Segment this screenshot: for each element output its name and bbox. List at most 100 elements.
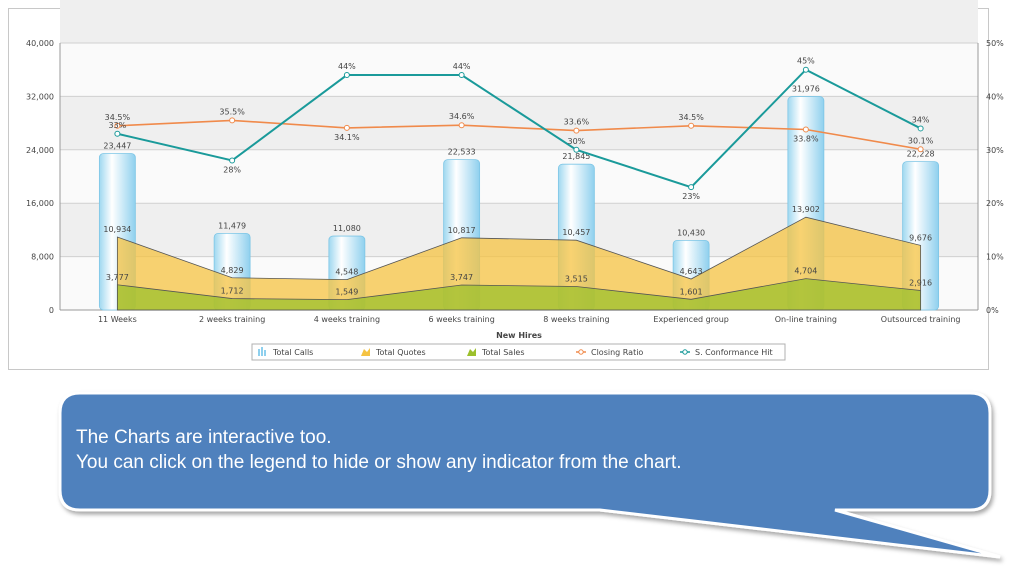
- x-tick-label: 11 Weeks: [98, 315, 137, 324]
- line-value-label: 34.5%: [678, 113, 704, 122]
- area-value-label: 1,549: [335, 288, 358, 297]
- line-point: [114, 130, 121, 137]
- y-right-tick-label: 30%: [986, 146, 1004, 155]
- line-value-label: 34.6%: [449, 112, 475, 121]
- line-point: [688, 184, 695, 191]
- area-value-label: 1,601: [680, 287, 703, 296]
- grid-band: [60, 96, 978, 150]
- line-value-label: 30.1%: [908, 136, 934, 145]
- line-value-label: 33.8%: [793, 135, 819, 144]
- line-point: [802, 66, 809, 73]
- legend-item-closing-ratio[interactable]: Closing Ratio: [576, 348, 643, 357]
- y-left-tick-label: 0: [49, 306, 54, 315]
- line-point: [917, 125, 924, 132]
- bar-value-label: 22,533: [448, 148, 476, 157]
- legend-label: Total Calls: [272, 348, 313, 357]
- line-value-label: 28%: [223, 165, 241, 174]
- legend: Total Calls Total Quotes Total Sales Closin…: [251, 343, 786, 361]
- line-value-label: 34.1%: [334, 133, 360, 142]
- legend-icon-bar: [261, 347, 263, 356]
- legend-icon-bar: [258, 349, 260, 356]
- line-value-label: 33.6%: [564, 118, 590, 127]
- x-tick-label: Outsourced training: [881, 315, 961, 324]
- legend-label: Total Sales: [481, 348, 525, 357]
- y-left-tick-label: 24,000: [26, 146, 54, 155]
- line-value-label: 45%: [797, 57, 815, 66]
- legend-label: S. Conformance Hit: [695, 348, 773, 357]
- bar-value-label: 10,430: [677, 228, 705, 237]
- bar-value-label: 21,845: [562, 152, 590, 161]
- x-tick-label: On-line training: [775, 315, 837, 324]
- line-point: [229, 117, 236, 124]
- line-point: [917, 146, 924, 153]
- line-s-conformance-hit: [117, 68, 922, 189]
- y-right-tick-label: 0%: [986, 306, 999, 315]
- area-value-label: 3,515: [565, 275, 588, 284]
- line-point: [573, 127, 580, 134]
- line-value-label: 23%: [682, 192, 700, 201]
- legend-icon-area: [361, 348, 370, 356]
- series-total-sales: 3,777 1,712 1,549 3,747 3,515 1,601 4,704 2,916: [106, 267, 932, 311]
- area-value-label: 10,457: [562, 228, 590, 237]
- legend-item-total-sales[interactable]: Total Sales: [467, 348, 525, 357]
- line-value-label: 34%: [912, 115, 930, 124]
- area-value-label: 4,829: [221, 266, 244, 275]
- x-tick-label: 6 weeks training: [428, 315, 494, 324]
- area-total-sales: [116, 278, 922, 311]
- legend-icon-point: [682, 349, 688, 355]
- area-value-label: 10,817: [448, 226, 476, 235]
- legend-label: Closing Ratio: [591, 348, 643, 357]
- area-value-label: 2,916: [909, 279, 932, 288]
- series-total-quotes: 10,934 4,829 4,548 10,817 10,457 4,643 13,902 9…: [103, 205, 932, 311]
- legend-icon-area: [467, 348, 476, 356]
- bar-value-label: 11,479: [218, 221, 246, 230]
- line-point: [458, 72, 465, 79]
- line-closing-ratio: [117, 119, 921, 151]
- area-value-label: 13,902: [792, 205, 820, 214]
- area-value-label: 9,676: [909, 233, 932, 242]
- line-value-label: 33%: [108, 121, 126, 130]
- bar-value-label: 22,228: [907, 150, 935, 159]
- y-left-tick-label: 16,000: [26, 199, 54, 208]
- line-value-label: 44%: [453, 62, 471, 71]
- x-axis-label: New Hires: [496, 331, 542, 340]
- y-right-tick-label: 20%: [986, 199, 1004, 208]
- callout-line-1: The Charts are interactive too.: [76, 427, 332, 448]
- x-tick-label: 8 weeks training: [543, 315, 609, 324]
- area-value-label: 4,643: [680, 267, 703, 276]
- bar-value-label: 11,080: [333, 224, 361, 233]
- line-point: [343, 124, 350, 131]
- x-tick-label: 2 weeks training: [199, 315, 265, 324]
- legend-item-total-calls[interactable]: Total Calls: [258, 347, 313, 357]
- line-value-label: 35.5%: [219, 107, 245, 116]
- series-s-conformance-hit: 33% 28% 44% 44% 30% 23% 45% 34%: [108, 57, 929, 201]
- area-value-label: 1,712: [221, 287, 244, 296]
- y-left-tick-label: 40,000: [26, 39, 54, 48]
- callout-line-2: You can click on the legend to hide or s…: [76, 452, 682, 473]
- area-value-label: 4,548: [335, 268, 358, 277]
- line-point: [573, 146, 580, 153]
- y-left-tick-label: 8,000: [31, 253, 54, 262]
- line-value-label: 44%: [338, 62, 356, 71]
- line-point: [688, 122, 695, 129]
- legend-icon-bar: [264, 350, 266, 356]
- line-value-label: 34.5%: [105, 113, 131, 122]
- x-tick-label: 4 weeks training: [314, 315, 380, 324]
- line-point: [229, 157, 236, 164]
- line-point: [343, 72, 350, 79]
- legend-label: Total Quotes: [375, 348, 426, 357]
- legend-icon-point: [578, 349, 584, 355]
- y-right-tick-label: 50%: [986, 39, 1004, 48]
- legend-box: [251, 343, 786, 361]
- area-total-quotes: [116, 216, 922, 311]
- y-right-tick-label: 40%: [986, 92, 1004, 101]
- legend-item-total-quotes[interactable]: Total Quotes: [361, 348, 426, 357]
- series-closing-ratio: 34.5% 35.5% 34.1% 34.6% 33.6% 34.5% 33.8% 30.1%: [105, 107, 934, 153]
- line-point: [458, 122, 465, 129]
- y-left-tick-label: 32,000: [26, 92, 54, 101]
- line-point: [114, 122, 121, 129]
- series-total-calls: 23,447 11,479 11,080 22,533 21,845 10,430 31,9…: [98, 85, 940, 311]
- legend-item-s-conformance-hit[interactable]: S. Conformance Hit: [680, 348, 773, 357]
